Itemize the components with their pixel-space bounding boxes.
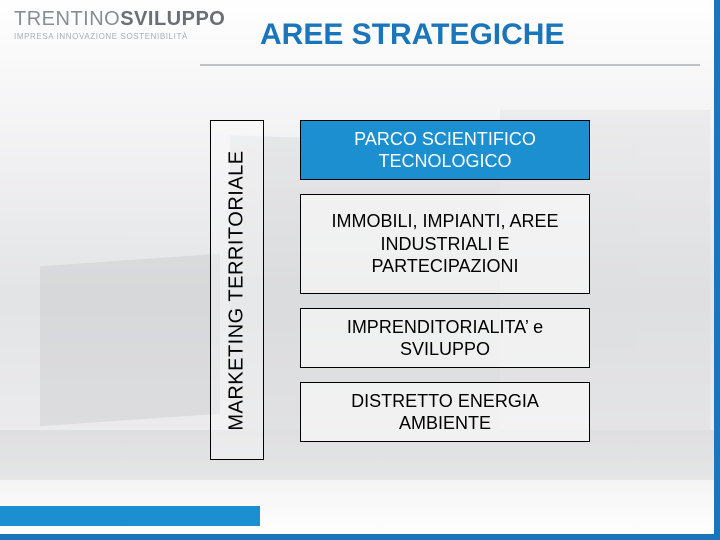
cards-column: PARCO SCIENTIFICO TECNOLOGICO IMMOBILI, … bbox=[300, 120, 590, 442]
frame-right bbox=[714, 0, 720, 540]
title-underline bbox=[200, 64, 700, 66]
logo-tagline: IMPRESA INNOVAZIONE SOSTENIBILITÀ bbox=[14, 32, 225, 41]
frame-bottom bbox=[0, 534, 720, 540]
card-imprenditorialita: IMPRENDITORIALITA’ e SVILUPPO bbox=[300, 308, 590, 368]
card-distretto-energia: DISTRETTO ENERGIA AMBIENTE bbox=[300, 382, 590, 442]
page-title: AREE STRATEGICHE bbox=[260, 18, 564, 52]
card-immobili: IMMOBILI, IMPIANTI, AREE INDUSTRIALI E P… bbox=[300, 194, 590, 294]
slide: TRENTINOSVILUPPO IMPRESA INNOVAZIONE SOS… bbox=[0, 0, 720, 540]
card-parco-scientifico: PARCO SCIENTIFICO TECNOLOGICO bbox=[300, 120, 590, 180]
vertical-label-text: MARKETING TERRITORIALE bbox=[226, 150, 249, 430]
footer-accent-bar bbox=[0, 506, 260, 526]
logo: TRENTINOSVILUPPO IMPRESA INNOVAZIONE SOS… bbox=[14, 8, 225, 41]
logo-brand-1: TRENTINO bbox=[14, 8, 120, 30]
vertical-label-box: MARKETING TERRITORIALE bbox=[210, 120, 264, 460]
logo-brand-2: SVILUPPO bbox=[120, 8, 225, 30]
